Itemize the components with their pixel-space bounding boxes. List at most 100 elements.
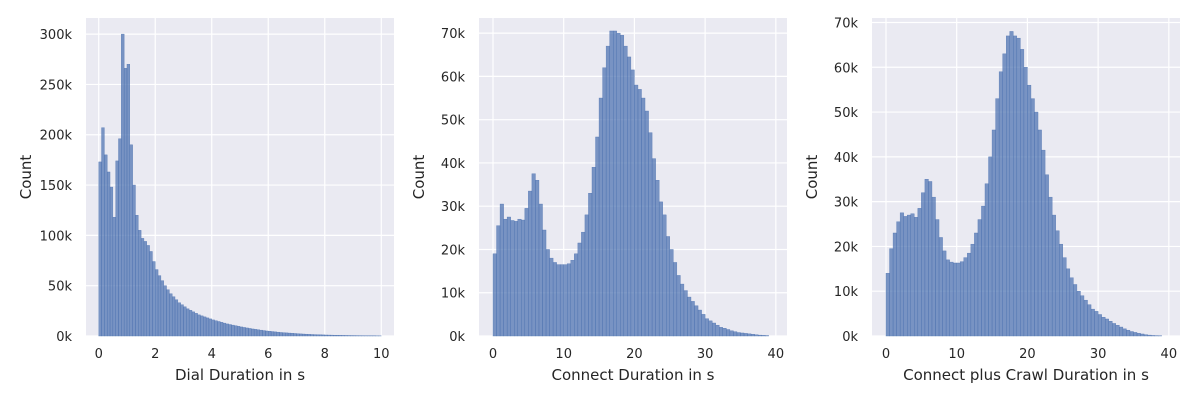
histogram-bar bbox=[658, 201, 663, 337]
histogram-bar bbox=[149, 251, 153, 337]
histogram-bar bbox=[1016, 37, 1021, 337]
histogram-bar bbox=[214, 320, 218, 337]
histogram-bar bbox=[740, 332, 745, 337]
histogram-bar bbox=[1002, 53, 1007, 337]
histogram-bar bbox=[276, 331, 280, 337]
histogram-bar bbox=[637, 89, 642, 337]
histogram-bar bbox=[129, 144, 133, 337]
histogram-bar bbox=[889, 248, 894, 337]
histogram-bar bbox=[1112, 323, 1117, 337]
x-tick-label: 0 bbox=[489, 347, 497, 362]
histogram-bar bbox=[1122, 328, 1127, 337]
histogram-bar bbox=[981, 205, 986, 337]
histogram-bar bbox=[321, 334, 325, 337]
histogram-bar bbox=[335, 335, 340, 337]
x-tick-label: 0 bbox=[882, 347, 890, 362]
histogram-bar bbox=[186, 308, 190, 337]
histogram-bar bbox=[251, 328, 255, 337]
histogram-bar bbox=[616, 32, 621, 337]
histogram-bar bbox=[1041, 149, 1046, 337]
histogram-bar bbox=[1020, 49, 1025, 337]
histogram-bar bbox=[304, 333, 309, 337]
y-tick-label: 10k bbox=[441, 287, 466, 302]
histogram-bar bbox=[1076, 291, 1081, 337]
histogram-bar bbox=[299, 333, 303, 337]
histogram-bar bbox=[627, 56, 632, 337]
histogram-bar bbox=[236, 326, 241, 337]
histogram-bar bbox=[225, 323, 229, 337]
histogram-bar bbox=[673, 262, 678, 337]
histogram-bar bbox=[967, 252, 972, 337]
histogram-bar bbox=[956, 262, 961, 337]
x-tick-label: 2 bbox=[151, 347, 159, 362]
histogram-bar bbox=[995, 98, 1000, 337]
chart-panel-3: 0 10 20 30 40 0k 10k 20k 30k 40k 50k 60k 70k Connect … bbox=[803, 16, 1180, 384]
histogram-bar bbox=[687, 296, 692, 337]
histogram-bar bbox=[549, 257, 554, 337]
histogram-bar bbox=[970, 243, 975, 337]
histogram-bar bbox=[132, 184, 136, 337]
x-tick-label: 10 bbox=[948, 347, 965, 362]
histogram-bar bbox=[1090, 308, 1095, 337]
histogram-bar bbox=[644, 110, 649, 337]
histogram-bar bbox=[285, 332, 289, 337]
histogram-bar bbox=[115, 160, 119, 337]
y-tick-label: 50k bbox=[48, 280, 73, 295]
y-tick-label: 50k bbox=[441, 114, 466, 129]
histogram-bar bbox=[1115, 325, 1120, 337]
histogram-bar bbox=[301, 333, 306, 337]
histogram-bar bbox=[896, 221, 901, 337]
histogram-bar bbox=[1150, 335, 1155, 337]
histogram-bar bbox=[998, 71, 1003, 337]
histogram-bar bbox=[1094, 311, 1099, 337]
histogram-bar bbox=[188, 310, 193, 337]
histogram-bar bbox=[1140, 333, 1145, 337]
histogram-bar bbox=[1062, 257, 1067, 337]
histogram-bar bbox=[140, 238, 145, 337]
histogram-bar bbox=[270, 331, 275, 337]
histogram-bar bbox=[191, 311, 195, 337]
histogram-bar bbox=[899, 212, 904, 337]
histogram-bar bbox=[648, 132, 653, 337]
y-axis-label: Count bbox=[17, 155, 35, 200]
histogram-bar bbox=[1126, 329, 1131, 337]
histogram-bar bbox=[109, 186, 114, 337]
y-tick-label: 20k bbox=[441, 243, 466, 258]
histogram-bar bbox=[503, 218, 508, 337]
histogram-bar bbox=[290, 333, 294, 337]
histogram-bar bbox=[121, 33, 125, 337]
histogram-bar bbox=[676, 275, 681, 337]
histogram-bar bbox=[1066, 268, 1071, 337]
histogram-bar bbox=[222, 322, 227, 337]
histogram-bar bbox=[152, 261, 156, 337]
histogram-bar bbox=[598, 97, 603, 337]
y-axis-label: Count bbox=[803, 155, 821, 200]
histogram-bar bbox=[1055, 230, 1060, 337]
histogram-bar bbox=[733, 331, 738, 337]
histogram-bar bbox=[316, 334, 320, 337]
histogram-bar bbox=[1101, 316, 1106, 337]
histogram-bar bbox=[977, 219, 982, 337]
x-tick-label: 10 bbox=[555, 347, 572, 362]
histogram-bar bbox=[697, 309, 702, 337]
y-tick-label: 250k bbox=[40, 78, 73, 93]
histogram-bar bbox=[231, 324, 235, 337]
histogram-bar bbox=[747, 333, 752, 337]
histogram-bar bbox=[1023, 67, 1028, 337]
y-tick-label: 70k bbox=[834, 16, 859, 31]
y-tick-label: 50k bbox=[834, 106, 859, 121]
histogram-bar bbox=[330, 334, 334, 337]
y-tick-label: 0k bbox=[449, 330, 465, 345]
histogram-bar bbox=[974, 232, 979, 337]
histogram-bar bbox=[160, 280, 164, 337]
histogram-bar bbox=[166, 289, 170, 337]
histogram-bar bbox=[1073, 284, 1078, 337]
histogram-bar bbox=[1034, 111, 1039, 337]
histogram-bar bbox=[928, 181, 933, 337]
histogram-bar bbox=[711, 322, 716, 337]
histogram-bar bbox=[338, 335, 342, 337]
histogram-bar bbox=[183, 306, 187, 337]
histogram-bar bbox=[333, 335, 337, 337]
y-tick-label: 150k bbox=[40, 179, 73, 194]
